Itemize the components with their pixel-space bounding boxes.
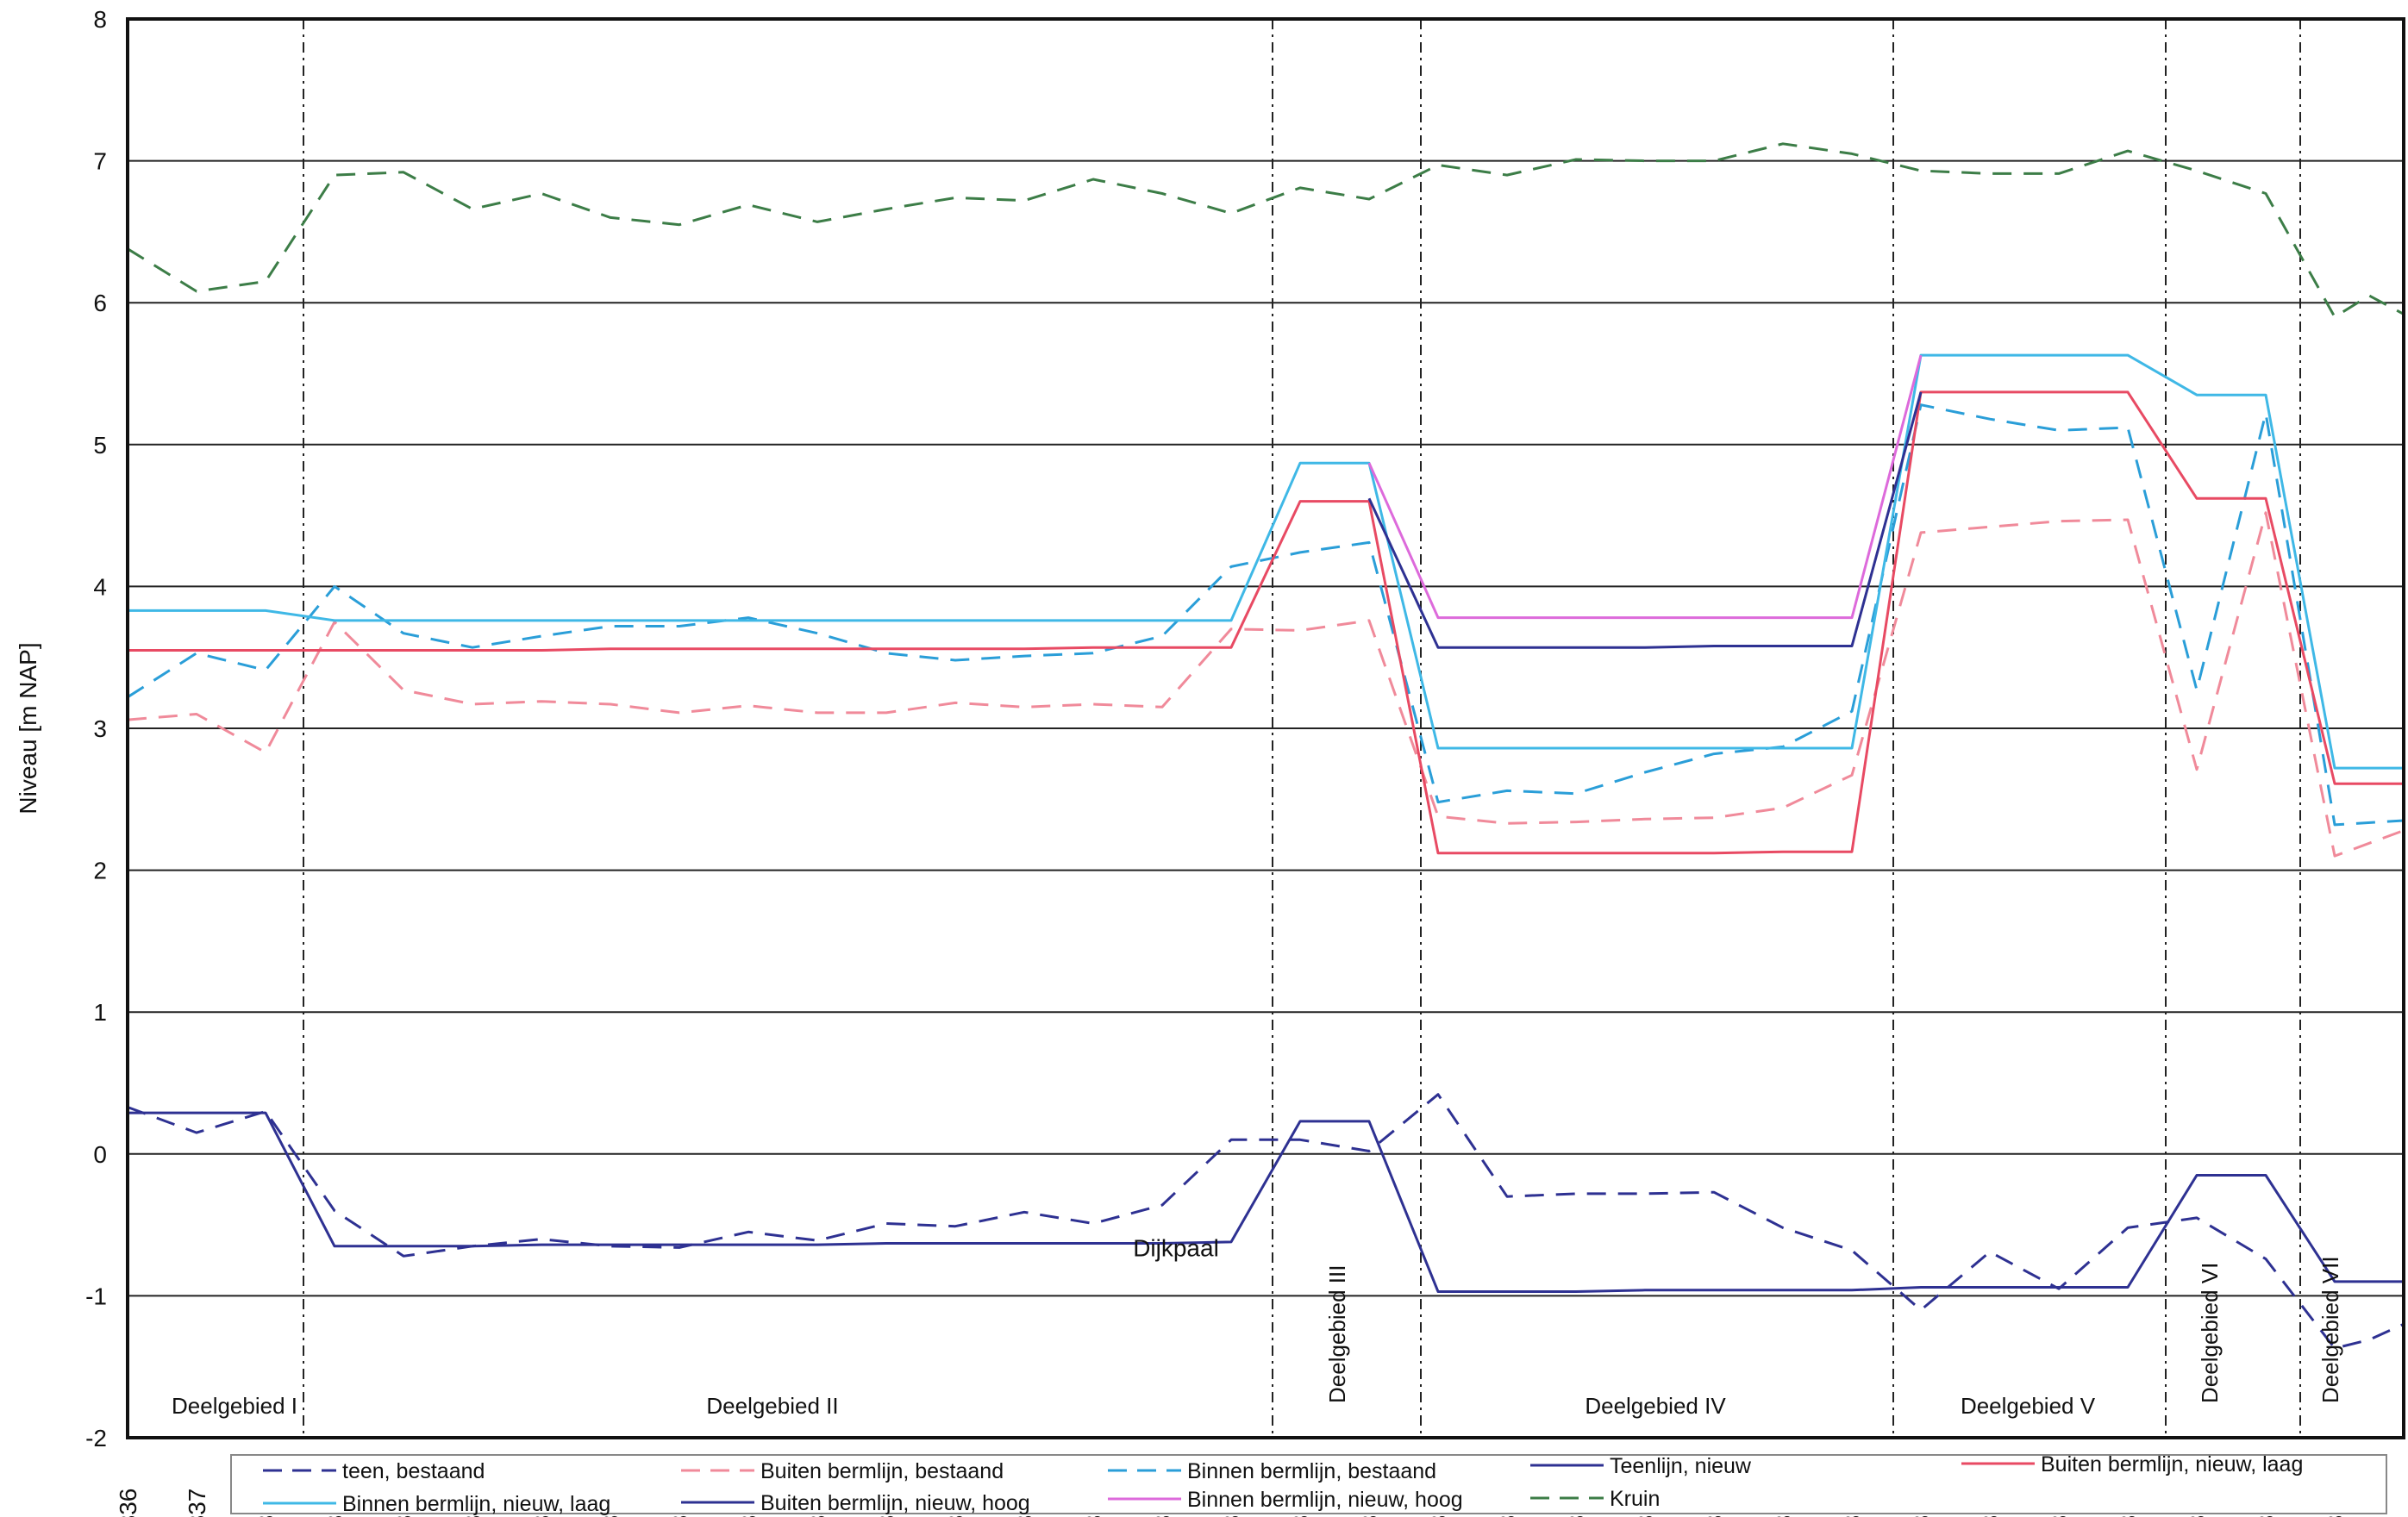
series-line [127,142,2405,319]
legend-label: teen, bestaand [342,1459,485,1483]
legend-label: Buiten bermlijn, nieuw, laag [2041,1452,2303,1476]
y-tick-label: 1 [93,999,107,1026]
y-axis-ticks: -2 -1 0 1 2 3 4 5 6 7 8 [85,6,107,1451]
region-label: Deelgebied VI [2197,1263,2223,1403]
legend-label: Binnen bermlijn, nieuw, hoog [1187,1488,1463,1512]
plot-area-border [126,17,2405,1439]
legend-label: Buiten bermlijn, nieuw, hoog [760,1491,1030,1515]
y-tick-label: 5 [93,432,107,459]
y-tick-label: 3 [93,715,107,742]
series-line [127,1093,2405,1350]
region-label: Deelgebied VII [2317,1256,2343,1403]
series-line [127,511,2405,858]
legend: teen, bestaand Buiten bermlijn, bestaand B… [230,1452,2387,1516]
y-tick-label: -1 [85,1283,107,1309]
legend-label: Teenlijn, nieuw [1610,1454,1752,1478]
y-tick-label: 6 [93,290,107,316]
legend-label: Binnen bermlijn, bestaand [1187,1459,1436,1483]
series-lines [127,142,2405,1350]
y-tick-label: 0 [93,1141,107,1168]
x-tick-label: 837 [184,1489,210,1517]
legend-label: Binnen bermlijn, nieuw, laag [342,1492,610,1516]
y-tick-label: 2 [93,858,107,884]
region-labels: Deelgebied I Deelgebied II Deelgebied III D… [172,1256,2343,1419]
region-label: Deelgebied III [1324,1265,1350,1403]
region-label: Deelgebied I [172,1393,297,1419]
y-axis-label: Niveau [m NAP] [15,642,41,814]
series-line [1367,354,1923,620]
series-line [127,403,2405,827]
series-line [128,390,2404,855]
x-tick-label: 836 [115,1489,141,1517]
region-label: Deelgebied IV [1585,1393,1726,1419]
grid-lines [128,18,2404,1439]
x-axis-label: Dijkpaal [1133,1234,1219,1261]
region-label: Deelgebied V [1961,1393,2096,1419]
series-line [128,1111,2404,1293]
y-tick-label: 8 [93,6,107,33]
y-tick-label: 4 [93,573,107,600]
series-line [128,353,2404,770]
legend-label: Buiten bermlijn, bestaand [760,1459,1004,1483]
legend-label: Kruin [1610,1487,1660,1511]
series-line [1367,391,1923,649]
region-label: Deelgebied II [706,1393,838,1419]
y-tick-label: -2 [85,1425,107,1451]
y-tick-label: 7 [93,148,107,175]
